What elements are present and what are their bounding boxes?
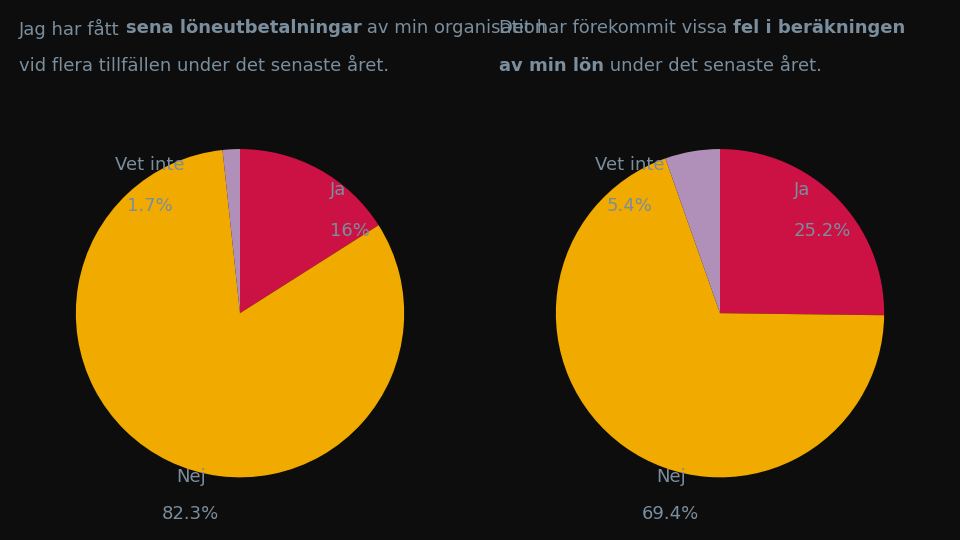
Text: av min organisation: av min organisation — [361, 19, 546, 37]
Text: Vet inte: Vet inte — [595, 157, 664, 174]
Wedge shape — [240, 149, 378, 313]
Text: Vet inte: Vet inte — [115, 157, 184, 174]
Wedge shape — [556, 158, 884, 477]
Text: av min lön: av min lön — [499, 57, 604, 75]
Text: sena löneutbetalningar: sena löneutbetalningar — [126, 19, 361, 37]
Text: Nej: Nej — [176, 468, 205, 487]
Text: fel i beräkningen: fel i beräkningen — [733, 19, 905, 37]
Text: 5.4%: 5.4% — [607, 198, 653, 215]
Wedge shape — [76, 150, 404, 477]
Text: Jag har fått: Jag har fått — [19, 19, 126, 39]
Text: Ja: Ja — [330, 181, 347, 199]
Text: Det har förekommit vissa: Det har förekommit vissa — [499, 19, 733, 37]
Wedge shape — [223, 149, 240, 313]
Text: vid flera tillfällen under det senaste året.: vid flera tillfällen under det senaste å… — [19, 57, 390, 75]
Text: 1.7%: 1.7% — [127, 198, 173, 215]
Text: under det senaste året.: under det senaste året. — [604, 57, 822, 75]
Text: 25.2%: 25.2% — [794, 222, 852, 240]
Text: Nej: Nej — [656, 468, 685, 487]
Text: 69.4%: 69.4% — [642, 505, 700, 523]
Text: Ja: Ja — [794, 181, 810, 199]
Text: 16%: 16% — [330, 222, 371, 240]
Wedge shape — [665, 149, 720, 313]
Wedge shape — [720, 149, 884, 315]
Text: 82.3%: 82.3% — [162, 505, 220, 523]
